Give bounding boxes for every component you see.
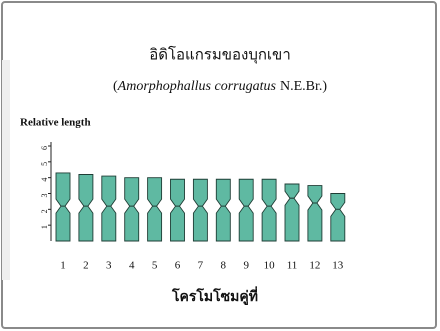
chromosome-long-arm <box>170 205 185 242</box>
chromosome-short-arm <box>238 178 254 207</box>
chromosome-long-arm <box>261 205 277 242</box>
subtitle-author: N.E.Br.) <box>280 79 327 94</box>
chromosome-short-arm <box>55 172 71 207</box>
y-tick-label: 1 <box>40 225 49 229</box>
chromosome-short-arm <box>215 178 231 207</box>
chromosome-short-arm <box>261 178 277 207</box>
x-tick-label: 10 <box>264 260 276 272</box>
chromosome-short-arm <box>101 175 117 207</box>
chromosome-long-arm <box>307 202 323 242</box>
x-tick-label: 13 <box>332 260 344 272</box>
chromosome-long-arm <box>215 205 231 242</box>
chromosome-long-arm <box>78 205 94 242</box>
x-tick-label: 3 <box>106 260 112 272</box>
x-axis-label: โครโมโซมคู่ที่ <box>171 286 258 305</box>
chart-subtitle: (Amorphophallus corrugatus N.E.Br.) <box>113 79 327 94</box>
chromosome-short-arm <box>124 177 140 207</box>
y-axis-label: Relative length <box>20 117 91 129</box>
chart-title: อิดิโอแกรมของบุกเขา <box>149 45 291 64</box>
x-tick-label: 9 <box>243 260 249 272</box>
chromosome-long-arm <box>330 208 346 242</box>
x-tick-label: 7 <box>198 260 204 272</box>
chromosome-long-arm <box>147 205 163 242</box>
x-tick-label: 4 <box>129 260 135 272</box>
y-tick-label: 2 <box>40 209 49 213</box>
chromosome-short-arm <box>192 178 208 207</box>
y-tick-label: 5 <box>40 162 49 166</box>
chromosome-short-arm <box>147 177 163 207</box>
y-tick-label: 3 <box>40 194 49 198</box>
x-tick-label: 5 <box>152 260 158 272</box>
subtitle-species: Amorphophallus corrugatus <box>117 79 277 94</box>
chromosome-short-arm <box>170 178 185 207</box>
chromosome-long-arm <box>284 197 300 242</box>
y-tick-label: 6 <box>40 146 49 150</box>
chromosome-short-arm <box>78 174 94 207</box>
chromosome-long-arm <box>192 205 208 242</box>
x-tick-label: 2 <box>83 260 89 272</box>
chromosome-long-arm <box>55 205 71 242</box>
y-tick-label: 4 <box>40 178 49 182</box>
x-tick-label: 12 <box>309 260 320 272</box>
x-tick-label: 8 <box>221 260 227 272</box>
shadow <box>2 60 10 280</box>
chromosome-long-arm <box>101 205 117 242</box>
chromosome-long-arm <box>238 205 254 242</box>
x-tick-label: 11 <box>287 260 298 272</box>
x-tick-label: 1 <box>60 260 66 272</box>
x-tick-label: 6 <box>175 260 181 272</box>
chromosome-long-arm <box>124 205 140 242</box>
subtitle-part: ( <box>113 79 118 94</box>
